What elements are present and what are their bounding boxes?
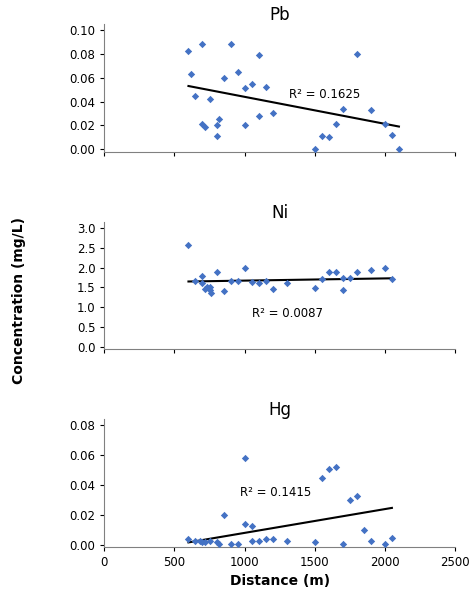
Point xyxy=(199,279,206,288)
Point xyxy=(332,463,339,472)
Point xyxy=(185,240,192,249)
Point xyxy=(201,285,209,294)
Point xyxy=(332,120,339,129)
Point xyxy=(199,270,206,280)
Point xyxy=(248,521,255,531)
Point xyxy=(283,279,291,288)
Point xyxy=(353,267,361,276)
Point xyxy=(318,275,326,284)
Title: Pb: Pb xyxy=(269,6,290,24)
Point xyxy=(206,285,213,295)
Point xyxy=(216,539,223,549)
Point xyxy=(339,539,346,549)
Point xyxy=(227,40,234,49)
Point xyxy=(367,105,374,115)
Point xyxy=(255,111,263,121)
Point xyxy=(325,132,333,142)
Point xyxy=(311,284,319,293)
Point xyxy=(213,121,220,130)
X-axis label: Distance (m): Distance (m) xyxy=(229,575,330,588)
Point xyxy=(206,282,213,292)
Point xyxy=(262,535,269,545)
Point xyxy=(318,473,326,483)
Point xyxy=(248,536,255,546)
Point xyxy=(381,539,389,549)
Point xyxy=(185,535,192,545)
Point xyxy=(241,454,248,463)
Point xyxy=(234,539,241,549)
Point xyxy=(201,538,209,548)
Point xyxy=(346,496,354,505)
Point xyxy=(199,538,206,548)
Point xyxy=(262,82,269,92)
Point xyxy=(220,73,228,82)
Point xyxy=(339,104,346,114)
Point xyxy=(346,273,354,282)
Point xyxy=(201,122,209,132)
Point xyxy=(206,94,213,104)
Point xyxy=(213,538,220,548)
Text: Concentration (mg/L): Concentration (mg/L) xyxy=(12,217,26,384)
Point xyxy=(241,121,248,130)
Point xyxy=(199,120,206,129)
Point xyxy=(388,533,396,543)
Point xyxy=(332,267,339,276)
Point xyxy=(216,115,223,124)
Point xyxy=(191,276,199,286)
Point xyxy=(311,538,319,548)
Point xyxy=(381,263,389,272)
Point xyxy=(213,267,220,276)
Point xyxy=(367,536,374,546)
Point xyxy=(255,279,263,288)
Point xyxy=(325,267,333,276)
Point xyxy=(241,520,248,529)
Point xyxy=(360,526,368,535)
Point xyxy=(381,120,389,129)
Point xyxy=(227,539,234,549)
Point xyxy=(255,50,263,60)
Point xyxy=(269,285,276,294)
Point xyxy=(262,276,269,286)
Point xyxy=(234,67,241,76)
Point xyxy=(220,511,228,520)
Point xyxy=(367,264,374,274)
Point xyxy=(311,144,319,154)
Text: R² = 0.0087: R² = 0.0087 xyxy=(252,307,323,320)
Point xyxy=(388,274,396,284)
Point xyxy=(191,536,199,546)
Text: R² = 0.1415: R² = 0.1415 xyxy=(240,486,311,499)
Point xyxy=(185,47,192,56)
Point xyxy=(199,40,206,49)
Point xyxy=(241,84,248,93)
Point xyxy=(248,278,255,287)
Point xyxy=(207,288,215,297)
Title: Hg: Hg xyxy=(268,401,291,419)
Point xyxy=(241,263,248,272)
Point xyxy=(283,536,291,546)
Text: R² = 0.1625: R² = 0.1625 xyxy=(290,88,361,101)
Point xyxy=(339,273,346,283)
Point xyxy=(206,536,213,546)
Point xyxy=(220,287,228,296)
Point xyxy=(213,131,220,141)
Point xyxy=(188,69,195,79)
Point xyxy=(395,144,403,154)
Point xyxy=(353,491,361,501)
Point xyxy=(203,282,210,292)
Point xyxy=(191,91,199,100)
Point xyxy=(339,285,346,295)
Point xyxy=(269,535,276,545)
Point xyxy=(269,109,276,118)
Point xyxy=(255,536,263,546)
Point xyxy=(388,130,396,139)
Point xyxy=(234,276,241,286)
Point xyxy=(325,464,333,474)
Point xyxy=(353,49,361,59)
Point xyxy=(196,536,203,546)
Title: Ni: Ni xyxy=(271,204,288,222)
Point xyxy=(248,79,255,88)
Point xyxy=(227,276,234,285)
Point xyxy=(318,131,326,141)
